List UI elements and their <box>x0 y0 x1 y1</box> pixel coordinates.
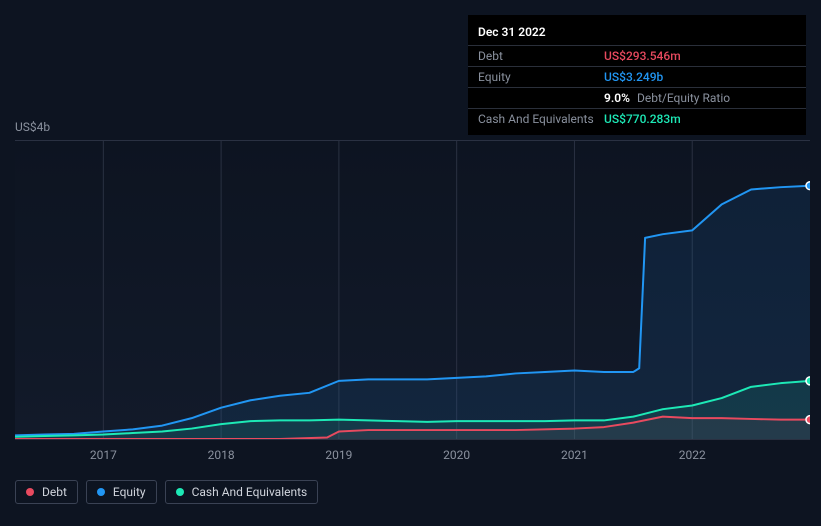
tooltip-label-cash: Cash And Equivalents <box>478 112 604 126</box>
legend-label-equity: Equity <box>113 485 146 499</box>
tooltip-label-equity: Equity <box>478 70 604 84</box>
legend-label-cash: Cash And Equivalents <box>192 485 308 499</box>
legend-item-cash[interactable]: Cash And Equivalents <box>165 480 319 504</box>
legend-dot-debt <box>26 488 34 496</box>
tooltip-row-debt: Debt US$293.546m <box>468 45 806 66</box>
chart-legend: Debt Equity Cash And Equivalents <box>15 480 318 504</box>
tooltip-date: Dec 31 2022 <box>468 21 806 45</box>
tooltip-row-equity: Equity US$3.249b <box>468 66 806 87</box>
x-tick-label: 2020 <box>443 448 470 462</box>
tooltip-value-cash: US$770.283m <box>604 112 681 126</box>
x-tick-label: 2021 <box>561 448 588 462</box>
legend-item-debt[interactable]: Debt <box>15 480 78 504</box>
tooltip-value-equity: US$3.249b <box>604 70 663 84</box>
y-axis-label-top: US$4b <box>15 120 50 134</box>
ratio-percent: 9.0% <box>604 91 630 105</box>
x-tick-label: 2017 <box>90 448 117 462</box>
x-tick-label: 2018 <box>208 448 235 462</box>
x-tick-label: 2019 <box>325 448 352 462</box>
chart-plot-area[interactable] <box>15 140 810 440</box>
legend-dot-equity <box>97 488 105 496</box>
legend-dot-cash <box>176 488 184 496</box>
chart-tooltip: Dec 31 2022 Debt US$293.546m Equity US$3… <box>468 15 806 135</box>
legend-label-debt: Debt <box>42 485 67 499</box>
tooltip-value-ratio: 9.0% Debt/Equity Ratio <box>604 91 730 105</box>
x-axis-labels: 2017 2018 2019 2020 2021 2022 <box>15 448 810 464</box>
tooltip-row-cash: Cash And Equivalents US$770.283m <box>468 108 806 129</box>
ratio-text: Debt/Equity Ratio <box>637 91 730 105</box>
tooltip-row-ratio: 9.0% Debt/Equity Ratio <box>468 87 806 108</box>
x-tick-label: 2022 <box>679 448 706 462</box>
tooltip-label-ratio <box>478 91 604 105</box>
legend-item-equity[interactable]: Equity <box>86 480 157 504</box>
tooltip-value-debt: US$293.546m <box>604 49 681 63</box>
chart-container: US$4b US$0 201720182019202020212022 <box>15 120 810 470</box>
tooltip-label-debt: Debt <box>478 49 604 63</box>
